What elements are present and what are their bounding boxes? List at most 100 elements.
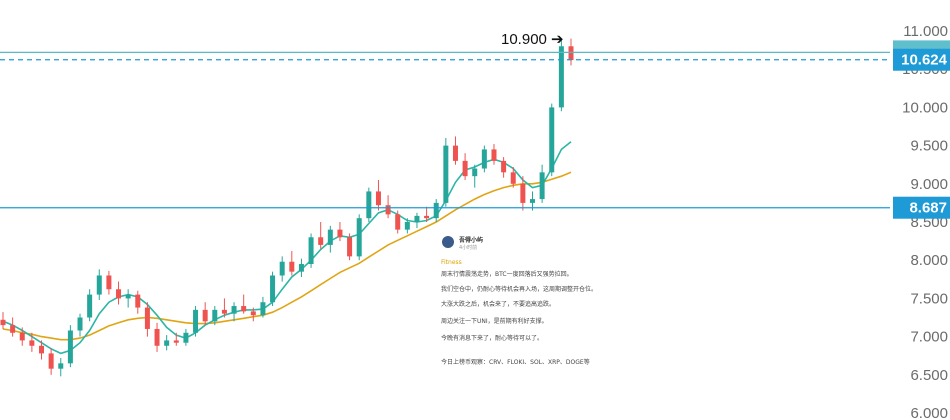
candle [356, 214, 362, 261]
candle [260, 296, 266, 318]
candle-body [241, 306, 247, 312]
candle-body [520, 183, 526, 203]
candle [231, 302, 237, 322]
candle-body [106, 275, 112, 290]
candle-body [549, 107, 555, 173]
candle-body [19, 332, 25, 341]
y-tick-label: 7.000 [910, 329, 948, 346]
candle-body [48, 353, 54, 369]
candle [520, 176, 526, 211]
candle-body [385, 205, 391, 215]
candle [87, 289, 93, 322]
candle-body [39, 345, 45, 354]
price-badge-label: 8.687 [909, 200, 947, 217]
candle-body [212, 309, 218, 322]
candle [202, 302, 208, 326]
candle [279, 256, 285, 282]
candle-body [125, 294, 131, 299]
y-tick-label: 9.000 [910, 176, 948, 193]
candle [472, 164, 478, 188]
candle-body [366, 191, 372, 219]
candle-body [318, 237, 324, 245]
candle-body [337, 229, 343, 238]
candle [173, 332, 179, 346]
candle-body [424, 215, 430, 219]
candle [0, 312, 6, 329]
candle-body [481, 149, 487, 169]
candle-body [347, 237, 353, 257]
candle-body [250, 311, 256, 316]
candle [183, 328, 189, 346]
candle-body [404, 222, 410, 230]
price-lines [0, 51, 890, 209]
candle-body [558, 46, 564, 108]
candle-body [510, 172, 516, 184]
candle-body [568, 46, 574, 61]
candle [549, 103, 555, 177]
candle-body [154, 328, 160, 346]
y-tick-label: 8.000 [910, 252, 948, 269]
candle-body [529, 199, 535, 203]
candle [433, 199, 439, 222]
fast-moving-average-line [2, 141, 572, 355]
candle-body [289, 261, 295, 272]
candle [298, 258, 304, 278]
price-badge-label: 10.624 [901, 52, 948, 69]
candle-body [462, 160, 468, 177]
candle [29, 332, 35, 352]
note-overlay: 吾得小屿 4小时前 Fitness 周末行情震荡走势，BTC一度回落后又强势拉回… [441, 236, 597, 366]
candle [241, 294, 247, 314]
candle [164, 335, 170, 351]
note-line: 周末行情震荡走势，BTC一度回落后又强势拉回。 [441, 270, 573, 278]
candle-body [173, 340, 179, 343]
candle-body [67, 330, 73, 364]
candle [10, 317, 16, 337]
candle-body [87, 294, 93, 318]
candle [443, 137, 449, 207]
candle-body [395, 214, 401, 230]
candle [414, 212, 420, 229]
candle-body [202, 309, 208, 322]
candle-body [452, 145, 458, 161]
candle-body [414, 215, 420, 222]
y-tick-label: 6.500 [910, 367, 948, 384]
candle-body [491, 149, 497, 161]
candle [270, 271, 276, 307]
candle [58, 357, 64, 377]
candle [539, 164, 545, 203]
candle [193, 306, 199, 337]
candle-body [58, 363, 64, 369]
note-highlight: Fitness [441, 259, 462, 266]
candle [125, 289, 131, 308]
candle-body [10, 325, 16, 333]
candle-body [260, 302, 266, 316]
candle [144, 302, 150, 337]
candle [404, 218, 410, 234]
candle-body [279, 261, 285, 276]
candle-body [77, 317, 83, 331]
candle [558, 38, 564, 112]
note-line: 周边关注一下UNI，是前期有利好支撑。 [441, 317, 548, 325]
note-line: 我们空仓中，仍耐心等待机会再入场，这周期调整开仓位。 [441, 285, 597, 293]
price-badges: 10.624 8.687 [893, 40, 950, 219]
candle [395, 210, 401, 234]
candle [424, 206, 430, 222]
price-badge [893, 48, 950, 71]
candle [501, 157, 507, 178]
candle-body [144, 307, 150, 329]
candles [0, 38, 574, 377]
candle-body [0, 319, 6, 326]
candle-body [193, 309, 199, 333]
note-line: 今晚有消息下来了，耐心等待可以了。 [441, 334, 543, 342]
note-subtitle: 4小时前 [459, 244, 477, 251]
candle [154, 322, 160, 352]
slow-moving-average-line [2, 171, 572, 341]
y-tick-label: 6.000 [910, 405, 948, 420]
candle [212, 306, 218, 326]
candle [67, 325, 73, 368]
candle [135, 290, 141, 314]
candle-body [164, 340, 170, 346]
candle-body [308, 237, 314, 265]
candle [48, 348, 54, 375]
candle [337, 222, 343, 242]
